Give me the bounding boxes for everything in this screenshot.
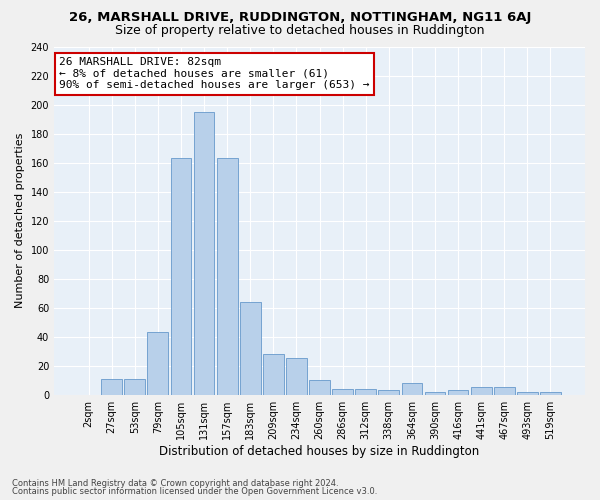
Bar xyxy=(217,158,238,394)
Bar xyxy=(425,392,445,394)
Bar xyxy=(471,388,491,394)
Y-axis label: Number of detached properties: Number of detached properties xyxy=(15,133,25,308)
Bar xyxy=(379,390,399,394)
Text: 26, MARSHALL DRIVE, RUDDINGTON, NOTTINGHAM, NG11 6AJ: 26, MARSHALL DRIVE, RUDDINGTON, NOTTINGH… xyxy=(69,11,531,24)
Bar xyxy=(401,383,422,394)
Bar xyxy=(170,158,191,394)
Bar xyxy=(355,389,376,394)
Bar xyxy=(240,302,260,394)
Bar xyxy=(286,358,307,394)
Text: Size of property relative to detached houses in Ruddington: Size of property relative to detached ho… xyxy=(115,24,485,37)
Bar xyxy=(148,332,168,394)
Bar xyxy=(124,378,145,394)
Bar xyxy=(263,354,284,395)
Text: Contains HM Land Registry data © Crown copyright and database right 2024.: Contains HM Land Registry data © Crown c… xyxy=(12,478,338,488)
Bar xyxy=(517,392,538,394)
Bar xyxy=(494,388,515,394)
Text: Contains public sector information licensed under the Open Government Licence v3: Contains public sector information licen… xyxy=(12,487,377,496)
Bar xyxy=(101,378,122,394)
Bar xyxy=(309,380,330,394)
Bar xyxy=(332,389,353,394)
Text: 26 MARSHALL DRIVE: 82sqm
← 8% of detached houses are smaller (61)
90% of semi-de: 26 MARSHALL DRIVE: 82sqm ← 8% of detache… xyxy=(59,57,370,90)
Bar xyxy=(540,392,561,394)
Bar xyxy=(448,390,469,394)
X-axis label: Distribution of detached houses by size in Ruddington: Distribution of detached houses by size … xyxy=(160,444,479,458)
Bar xyxy=(194,112,214,395)
